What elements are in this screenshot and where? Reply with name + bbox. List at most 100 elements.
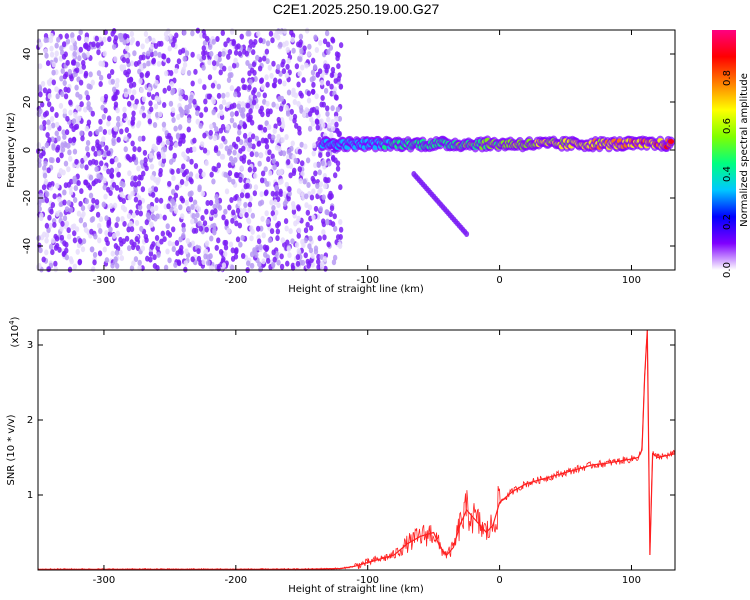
heatmap-cell xyxy=(132,89,137,96)
heatmap-cell xyxy=(91,180,96,187)
heatmap-cell xyxy=(287,252,292,259)
heatmap-cell xyxy=(202,220,208,227)
heatmap-cell xyxy=(275,222,280,229)
heatmap-cell xyxy=(37,63,43,70)
heatmap-cell xyxy=(40,197,45,204)
heatmap-cell xyxy=(338,184,343,191)
heatmap-cell xyxy=(330,105,335,112)
heatmap-cell xyxy=(235,207,241,214)
heatmap-cell xyxy=(236,43,241,50)
heatmap-cell xyxy=(298,178,303,185)
heatmap-cell xyxy=(162,214,167,221)
heatmap-cell xyxy=(170,226,176,233)
heatmap-cell xyxy=(160,230,166,237)
heatmap-cell xyxy=(42,172,48,179)
heatmap-cell xyxy=(119,65,125,72)
heatmap-cell xyxy=(296,100,301,107)
heatmap-cell xyxy=(83,106,88,113)
heatmap-cell xyxy=(124,235,130,242)
heatmap-cell xyxy=(140,245,146,252)
figure-title: C2E1.2025.250.19.00.G27 xyxy=(273,1,440,17)
heatmap-cell xyxy=(68,99,73,106)
heatmap-cell xyxy=(261,55,267,62)
heatmap-cell xyxy=(294,241,300,248)
heatmap-cell xyxy=(142,149,148,156)
heatmap-cell xyxy=(114,156,119,163)
heatmap-cell xyxy=(279,263,285,270)
heatmap-cell xyxy=(143,30,149,37)
heatmap-cell xyxy=(133,196,139,203)
heatmap-cell xyxy=(250,49,256,56)
heatmap-cell xyxy=(76,115,82,122)
heatmap-cell xyxy=(133,181,138,188)
heatmap-cell xyxy=(81,238,87,245)
heatmap-cell xyxy=(189,94,194,101)
heatmap-cell xyxy=(50,237,56,244)
heatmap-cell xyxy=(296,248,302,255)
heatmap-cell xyxy=(60,68,65,75)
heatmap-cell xyxy=(231,178,236,185)
heatmap-cell xyxy=(150,191,156,198)
heatmap-cell xyxy=(326,48,331,55)
heatmap-cell xyxy=(139,108,144,115)
heatmap-cell xyxy=(190,256,195,263)
heatmap-cell xyxy=(146,91,152,98)
heatmap-cell xyxy=(95,211,101,218)
heatmap-cell xyxy=(195,212,200,219)
heatmap-cell xyxy=(209,50,214,57)
heatmap-cell xyxy=(44,249,49,256)
heatmap-cell xyxy=(252,69,257,76)
heatmap-cell xyxy=(74,84,79,91)
colorbar-ticks: 0.0 0.2 0.4 0.6 0.8 xyxy=(722,70,733,278)
heatmap-cell xyxy=(158,167,163,174)
heatmap-cell xyxy=(74,123,80,130)
heatmap-cell xyxy=(330,37,336,44)
heatmap-cell xyxy=(51,79,56,86)
heatmap-cell xyxy=(107,230,113,237)
heatmap-cell xyxy=(119,128,124,135)
heatmap-cell xyxy=(179,213,185,220)
heatmap-cell xyxy=(38,108,43,115)
heatmap-cell xyxy=(91,266,96,273)
heatmap-cell xyxy=(120,215,125,222)
heatmap-cell xyxy=(70,32,75,39)
heatmap-cell xyxy=(139,174,144,181)
heatmap-cell xyxy=(96,173,102,180)
heatmap-cell xyxy=(286,58,291,65)
heatmap-cell xyxy=(322,255,328,262)
heatmap-cell xyxy=(216,83,222,90)
snr-x-tick-label: -100 xyxy=(356,575,379,586)
heatmap-cell xyxy=(335,128,340,135)
heatmap-cell xyxy=(285,260,290,267)
heatmap-cell xyxy=(309,76,315,83)
heatmap-cell xyxy=(250,133,256,140)
heatmap-cell xyxy=(229,196,234,203)
heatmap-cell xyxy=(284,134,289,141)
heatmap-cell xyxy=(100,96,105,103)
heatmap-cell xyxy=(212,64,217,71)
heatmap-cell xyxy=(218,69,223,76)
heatmap-cell xyxy=(113,101,119,108)
heatmap-cell xyxy=(37,84,43,91)
heatmap-cell xyxy=(251,99,257,106)
heatmap-cell xyxy=(79,162,85,169)
heatmap-cell xyxy=(256,140,262,147)
snr-plot-area xyxy=(38,330,675,570)
heatmap-cell xyxy=(107,129,112,136)
heatmap-cell xyxy=(176,260,182,267)
heatmap-cell xyxy=(79,188,84,195)
heatmap-cell xyxy=(104,236,109,243)
heatmap-cell xyxy=(324,30,330,37)
heatmap-cell xyxy=(165,248,170,255)
heatmap-cell xyxy=(64,33,70,40)
heatmap-cell xyxy=(125,153,130,160)
heatmap-cell xyxy=(319,263,325,270)
heatmap-cell xyxy=(103,193,108,200)
heatmap-cell xyxy=(244,50,250,57)
heatmap-cell xyxy=(52,193,57,200)
spectrogram-y-label: Frequency (Hz) xyxy=(6,112,17,188)
heatmap-cell xyxy=(246,159,252,166)
heatmap-cell xyxy=(98,81,103,88)
heatmap-cell xyxy=(90,204,95,211)
